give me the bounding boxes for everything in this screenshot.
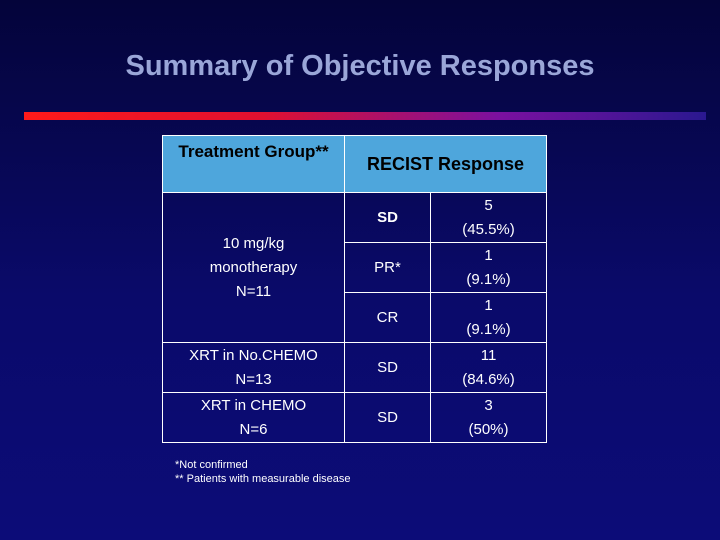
response-value: 1 (9.1%) bbox=[429, 292, 548, 343]
table-header-row: Treatment Group** RECIST Response bbox=[162, 135, 548, 193]
response-label: SD bbox=[344, 342, 431, 393]
group-cell-xrt-no-chemo: XRT in No.CHEMO N=13 bbox=[162, 342, 345, 393]
response-value: 3 (50%) bbox=[429, 392, 548, 443]
response-count: 1 bbox=[484, 246, 493, 264]
table-row: XRT in CHEMO N=6 SD 3 (50%) bbox=[162, 392, 548, 443]
response-count: 3 bbox=[484, 396, 493, 414]
response-pct: (9.1%) bbox=[466, 320, 511, 338]
table-row: CR 1 (9.1%) bbox=[163, 292, 548, 343]
response-label: CR bbox=[344, 292, 431, 343]
group-line: XRT in No.CHEMO bbox=[189, 346, 318, 364]
response-value: 5 (45.5%) bbox=[429, 192, 548, 243]
header-recist-response: RECIST Response bbox=[343, 135, 548, 193]
slide-title: Summary of Objective Responses bbox=[125, 50, 595, 82]
response-value: 11 (84.6%) bbox=[429, 342, 548, 393]
response-pct: (84.6%) bbox=[462, 370, 515, 388]
group-line: XRT in CHEMO bbox=[200, 396, 307, 414]
response-label: SD bbox=[344, 192, 431, 243]
group-line: N=6 bbox=[239, 420, 268, 438]
footnote-not-confirmed: *Not confirmed bbox=[175, 459, 248, 471]
header-treatment-group: Treatment Group** bbox=[162, 135, 345, 193]
title-divider bbox=[24, 112, 706, 120]
response-label: SD bbox=[344, 392, 431, 443]
group-line: monotherapy bbox=[209, 258, 298, 276]
footnote-measurable-disease: ** Patients with measurable disease bbox=[175, 473, 351, 485]
table-row: XRT in No.CHEMO N=13 SD 11 (84.6%) bbox=[162, 342, 548, 393]
response-count: 11 bbox=[480, 346, 497, 364]
response-pct: (50%) bbox=[468, 420, 509, 438]
group-line: N=11 bbox=[235, 282, 272, 300]
response-value: 1 (9.1%) bbox=[429, 242, 548, 293]
response-count: 1 bbox=[484, 296, 493, 314]
response-label: PR* bbox=[344, 242, 431, 293]
group-cell-monotherapy: 10 mg/kg monotherapy N=11 bbox=[162, 192, 345, 343]
group-cell-xrt-chemo: XRT in CHEMO N=6 bbox=[162, 392, 345, 443]
footnotes: *Not confirmed ** Patients with measurab… bbox=[175, 458, 350, 486]
table-row: 10 mg/kg monotherapy N=11 SD 5 (45.5%) bbox=[162, 192, 548, 343]
response-count: 5 bbox=[484, 196, 493, 214]
responses-table: Treatment Group** RECIST Response 10 mg/… bbox=[162, 135, 548, 443]
group-line: N=13 bbox=[235, 370, 272, 388]
response-pct: (9.1%) bbox=[466, 270, 511, 288]
group-line: 10 mg/kg bbox=[222, 234, 285, 252]
table-row: PR* 1 (9.1%) bbox=[163, 242, 548, 293]
response-pct: (45.5%) bbox=[462, 220, 515, 238]
